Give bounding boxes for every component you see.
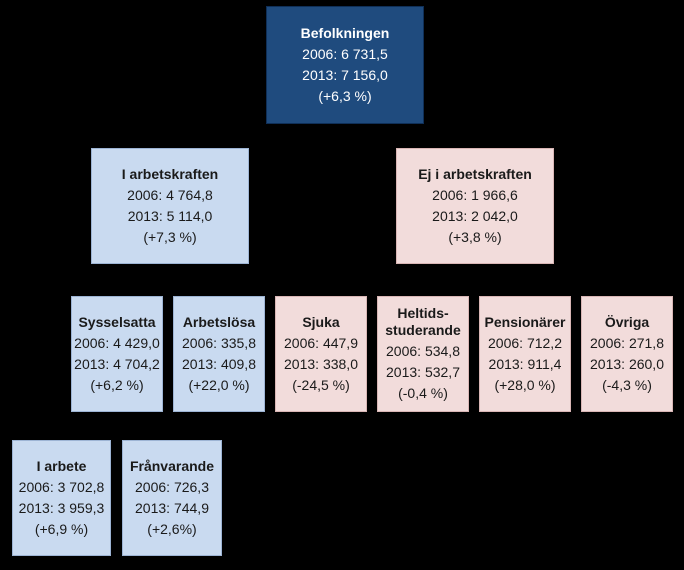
node-labour-force-2006: 2006: 4 764,8 (127, 187, 213, 203)
node-pensioners-title: Pensionärer (484, 314, 566, 330)
node-absent-title: Frånvarande (129, 458, 215, 474)
node-students-title-line2: studerande (385, 321, 461, 338)
node-others-title: Övriga (604, 314, 650, 330)
node-employed-2006: 2006: 4 429,0 (74, 335, 160, 351)
node-employed: Sysselsatta 2006: 4 429,0 2013: 4 704,2 … (71, 296, 163, 412)
node-pensioners-2013: 2013: 911,4 (488, 356, 562, 372)
node-working-change: (+6,9 %) (34, 521, 89, 537)
node-pensioners-2006: 2006: 712,2 (488, 335, 562, 351)
node-labour-force-2013: 2013: 5 114,0 (127, 208, 213, 224)
node-students-2006: 2006: 534,8 (386, 342, 460, 359)
node-unemployed: Arbetslösa 2006: 335,8 2013: 409,8 (+22,… (173, 296, 265, 412)
node-not-labour-force: Ej i arbetskraften 2006: 1 966,6 2013: 2… (396, 148, 554, 264)
node-labour-force: I arbetskraften 2006: 4 764,8 2013: 5 11… (91, 148, 249, 264)
node-population-change: (+6,3 %) (318, 88, 372, 104)
node-employed-change: (+6,2 %) (90, 377, 144, 393)
node-working-2006: 2006: 3 702,8 (18, 479, 105, 495)
node-others: Övriga 2006: 271,8 2013: 260,0 (-4,3 %) (581, 296, 673, 412)
node-pensioners-change: (+28,0 %) (494, 377, 556, 393)
node-students-title-line1: Heltids- (397, 304, 449, 321)
node-absent-2006: 2006: 726,3 (135, 479, 209, 495)
node-sick-2013: 2013: 338,0 (284, 356, 358, 372)
node-unemployed-2013: 2013: 409,8 (182, 356, 256, 372)
node-population-title: Befolkningen (300, 25, 390, 41)
node-sick-2006: 2006: 447,9 (284, 335, 358, 351)
node-not-labour-force-2013: 2013: 2 042,0 (432, 208, 518, 224)
node-employed-2013: 2013: 4 704,2 (74, 356, 160, 372)
node-others-2006: 2006: 271,8 (590, 335, 664, 351)
node-labour-force-change: (+7,3 %) (143, 229, 197, 245)
node-working-2013: 2013: 3 959,3 (18, 500, 105, 516)
node-students-change: (-0,4 %) (398, 384, 448, 401)
node-employed-title: Sysselsatta (78, 314, 156, 330)
connector-left-employed (116, 263, 171, 297)
node-absent-2013: 2013: 744,9 (135, 500, 209, 516)
node-unemployed-change: (+22,0 %) (188, 377, 250, 393)
node-not-labour-force-change: (+3,8 %) (448, 229, 502, 245)
connector-root-left (169, 123, 301, 149)
node-unemployed-title: Arbetslösa (182, 314, 256, 330)
connector-left-unemployed (169, 263, 220, 297)
connector-root-right (389, 123, 476, 149)
node-others-change: (-4,3 %) (602, 377, 652, 393)
node-others-2013: 2013: 260,0 (590, 356, 664, 372)
node-absent: Frånvarande 2006: 726,3 2013: 744,9 (+2,… (122, 440, 222, 556)
node-working-title: I arbete (36, 458, 87, 474)
node-population: Befolkningen 2006: 6 731,5 2013: 7 156,0… (266, 6, 424, 124)
node-absent-change: (+2,6%) (147, 521, 197, 537)
connector-employed-absent (116, 411, 173, 441)
node-sick-change: (-24,5 %) (292, 377, 350, 393)
node-students-2013: 2013: 532,7 (386, 363, 460, 380)
node-population-2006: 2006: 6 731,5 (302, 46, 388, 62)
node-sick: Sjuka 2006: 447,9 2013: 338,0 (-24,5 %) (275, 296, 367, 412)
node-students: Heltids- studerande 2006: 534,8 2013: 53… (377, 296, 469, 412)
node-sick-title: Sjuka (302, 314, 340, 330)
node-labour-force-title: I arbetskraften (121, 166, 219, 182)
node-unemployed-2006: 2006: 335,8 (182, 335, 256, 351)
node-pensioners: Pensionärer 2006: 712,2 2013: 911,4 (+28… (479, 296, 571, 412)
connector-employed-working (61, 411, 118, 441)
node-population-2013: 2013: 7 156,0 (302, 67, 388, 83)
node-students-title: Heltids- studerande (385, 305, 460, 339)
node-not-labour-force-title: Ej i arbetskraften (418, 166, 532, 182)
node-working: I arbete 2006: 3 702,8 2013: 3 959,3 (+6… (12, 440, 111, 556)
node-not-labour-force-2006: 2006: 1 966,6 (432, 187, 518, 203)
